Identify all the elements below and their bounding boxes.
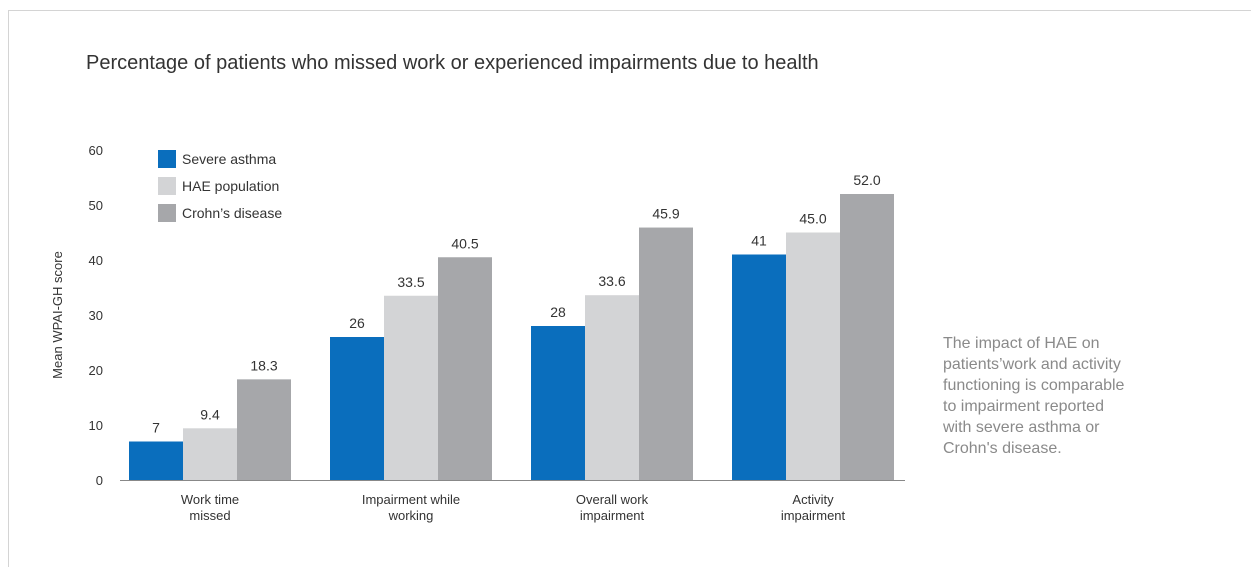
y-tick-label: 20 xyxy=(89,363,103,378)
y-tick-label: 50 xyxy=(89,198,103,213)
data-label: 7 xyxy=(152,420,160,436)
data-label: 40.5 xyxy=(451,235,478,251)
x-tick-label: Impairment while working xyxy=(362,492,460,523)
y-axis-label: Mean WPAI-GH score xyxy=(50,251,65,379)
data-label: 26 xyxy=(349,315,365,331)
x-tick-label: Activity impairment xyxy=(781,492,846,523)
bar xyxy=(786,232,840,480)
bar xyxy=(840,194,894,480)
x-tick-label: Overall work impairment xyxy=(576,492,649,523)
legend-label: Crohn’s disease xyxy=(182,205,282,221)
bar xyxy=(183,428,237,480)
bar xyxy=(129,441,183,480)
legend-label: HAE population xyxy=(182,178,279,194)
side-note: The impact of HAE on patients’work and a… xyxy=(943,335,1125,457)
value-labels: 7 9.4 18.3 26 33.5 40.5 28 33.6 45.9 41 45.0 52.0 xyxy=(152,172,881,436)
legend-label: Severe asthma xyxy=(182,151,276,167)
bar xyxy=(237,379,291,480)
chart-title: Percentage of patients who missed work o… xyxy=(86,52,819,74)
y-axis: 0 10 20 30 40 50 60 xyxy=(89,143,103,488)
data-label: 33.6 xyxy=(598,273,625,289)
bar xyxy=(438,257,492,480)
data-label: 18.3 xyxy=(250,357,277,373)
bar xyxy=(732,254,786,480)
legend-swatch xyxy=(158,150,176,168)
x-axis: Work time missed Impairment while working Ov… xyxy=(120,480,905,523)
data-label: 28 xyxy=(550,304,566,320)
bars xyxy=(129,194,894,480)
legend-swatch xyxy=(158,177,176,195)
data-label: 41 xyxy=(751,233,767,249)
y-tick-label: 0 xyxy=(96,473,103,488)
y-tick-label: 40 xyxy=(89,253,103,268)
bar xyxy=(330,337,384,480)
y-tick-label: 10 xyxy=(89,418,103,433)
bar xyxy=(639,227,693,480)
bar xyxy=(384,295,438,480)
legend: Severe asthma HAE population Crohn’s disea… xyxy=(158,150,282,222)
data-label: 45.0 xyxy=(799,211,826,227)
chart-frame xyxy=(8,10,1251,567)
bar xyxy=(531,326,585,480)
legend-swatch xyxy=(158,204,176,222)
data-label: 52.0 xyxy=(853,172,880,188)
data-label: 9.4 xyxy=(200,406,220,422)
bar xyxy=(585,295,639,480)
y-tick-label: 30 xyxy=(89,308,103,323)
y-tick-label: 60 xyxy=(89,143,103,158)
x-tick-label: Work time missed xyxy=(181,492,239,523)
data-label: 45.9 xyxy=(652,206,679,222)
data-label: 33.5 xyxy=(397,274,424,290)
